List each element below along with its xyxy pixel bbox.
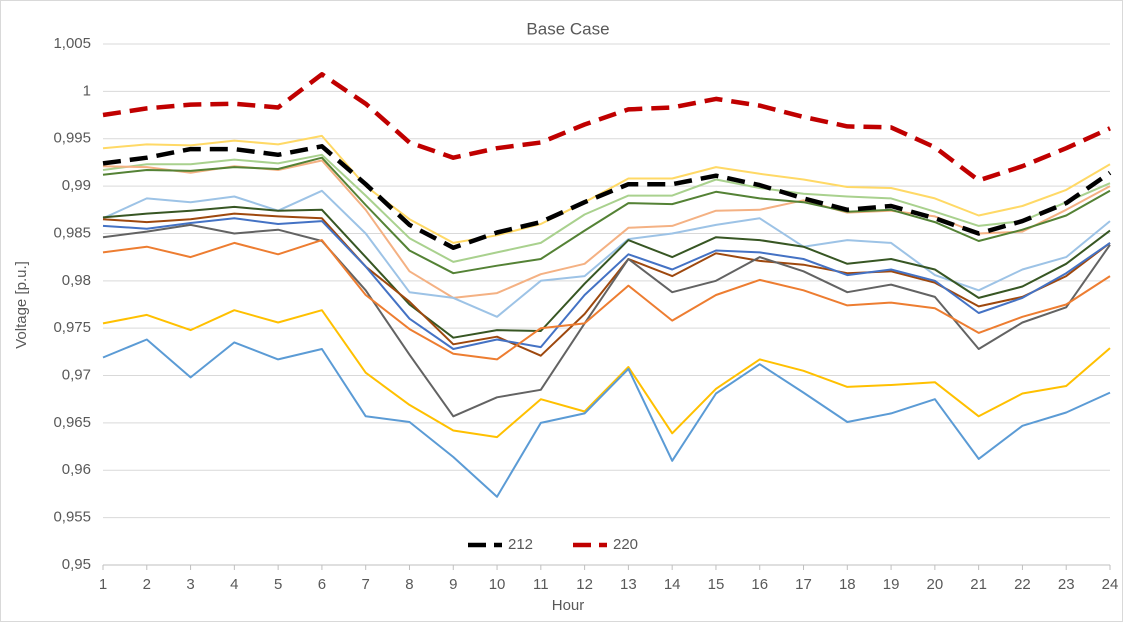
- x-tick-label: 9: [449, 576, 457, 593]
- x-tick-label: 16: [751, 576, 768, 593]
- series-line: [102, 72, 1111, 183]
- x-tick-label: 4: [230, 576, 238, 593]
- y-tick-label: 1: [83, 82, 91, 99]
- y-tick-label: 0,955: [53, 509, 91, 526]
- y-tick-label: 0,95: [62, 556, 91, 573]
- x-tick-label: 22: [1014, 576, 1031, 593]
- x-tick-label: 2: [143, 576, 151, 593]
- x-tick-label: 14: [664, 576, 681, 593]
- y-tick-label: 0,985: [53, 224, 91, 241]
- x-tick-label: 5: [274, 576, 282, 593]
- y-tick-label: 0,995: [53, 130, 91, 147]
- x-tick-label: 10: [489, 576, 506, 593]
- series-line: [102, 223, 1111, 418]
- series-line: [102, 189, 1111, 318]
- series-line: [102, 309, 1111, 439]
- y-tick-label: 0,96: [62, 461, 91, 478]
- y-tick-label: 0,98: [62, 272, 91, 289]
- series-line: [102, 144, 1112, 250]
- x-tick-label: 7: [362, 576, 370, 593]
- legend-label: 220: [613, 536, 638, 553]
- legend-label: 212: [508, 536, 533, 553]
- x-tick-label: 19: [883, 576, 900, 593]
- series-line: [102, 239, 1111, 361]
- y-tick-label: 0,975: [53, 319, 91, 336]
- series-line: [102, 153, 1111, 263]
- x-tick-label: 18: [839, 576, 856, 593]
- y-tick-label: 0,97: [62, 367, 91, 384]
- x-tick-label: 20: [927, 576, 944, 593]
- series-line: [102, 217, 1111, 350]
- x-tick-label: 23: [1058, 576, 1075, 593]
- x-tick-label: 12: [576, 576, 593, 593]
- x-axis-title: Hour: [552, 597, 585, 614]
- x-tick-label: 6: [318, 576, 326, 593]
- x-tick-label: 8: [405, 576, 413, 593]
- x-tick-label: 21: [970, 576, 987, 593]
- y-axis-title: Voltage [p.u.]: [13, 261, 30, 349]
- x-tick-label: 24: [1102, 576, 1119, 593]
- x-tick-label: 17: [795, 576, 812, 593]
- x-tick-label: 13: [620, 576, 637, 593]
- series-line: [102, 205, 1111, 339]
- y-tick-label: 0,965: [53, 414, 91, 431]
- chart-title: Base Case: [526, 19, 609, 38]
- legend: 212 220: [468, 536, 638, 553]
- y-tick-label: 0,99: [62, 177, 91, 194]
- series-line: [102, 134, 1111, 244]
- series-line: [102, 338, 1111, 498]
- x-tick-label: 3: [186, 576, 194, 593]
- x-tick-label: 15: [708, 576, 725, 593]
- series-line: [102, 156, 1111, 275]
- x-tick-label: 1: [99, 576, 107, 593]
- x-tick-label: 11: [533, 576, 549, 593]
- y-tick-label: 1,005: [53, 35, 91, 52]
